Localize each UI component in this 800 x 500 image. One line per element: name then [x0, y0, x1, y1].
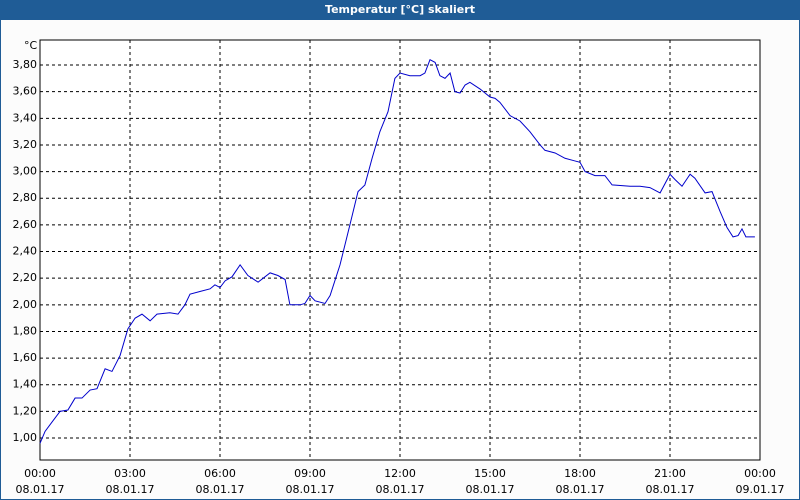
y-tick-label: 1,00: [13, 431, 38, 444]
x-tick-label: 09:00: [294, 467, 326, 480]
x-tick-label: 08.01.17: [646, 483, 695, 496]
y-tick-label: 1,20: [13, 404, 38, 417]
x-tick-label: 08.01.17: [556, 483, 605, 496]
x-tick-label: 21:00: [654, 467, 686, 480]
x-tick-label: 06:00: [204, 467, 236, 480]
x-tick-label: 09.01.17: [736, 483, 785, 496]
x-tick-label: 00:00: [744, 467, 776, 480]
y-tick-label: 3,80: [13, 58, 38, 71]
y-tick-label: 1,80: [13, 324, 38, 337]
y-tick-label: 3,20: [13, 138, 38, 151]
y-tick-label: 1,40: [13, 378, 38, 391]
y-tick-label: 2,40: [13, 245, 38, 258]
y-tick-label: 1,60: [13, 351, 38, 364]
x-tick-label: 08.01.17: [466, 483, 515, 496]
x-tick-label: 08.01.17: [196, 483, 245, 496]
x-tick-label: 15:00: [474, 467, 506, 480]
temperature-line: [39, 59, 755, 444]
x-tick-label: 18:00: [564, 467, 596, 480]
x-tick-label: 08.01.17: [16, 483, 65, 496]
chart-title: Temperatur [°C] skaliert: [325, 3, 475, 16]
y-tick-label: 3,00: [13, 165, 38, 178]
x-tick-label: 12:00: [384, 467, 416, 480]
x-tick-label: 03:00: [114, 467, 146, 480]
y-tick-label: 3,40: [13, 111, 38, 124]
x-tick-label: 08.01.17: [286, 483, 335, 496]
y-unit: °C: [24, 39, 38, 52]
x-tick-label: 08.01.17: [106, 483, 155, 496]
y-tick-label: 2,80: [13, 191, 38, 204]
y-tick-label: 2,20: [13, 271, 38, 284]
x-tick-label: 00:00: [24, 467, 56, 480]
y-tick-label: 2,00: [13, 298, 38, 311]
title-bar: [0, 0, 800, 20]
y-tick-label: 3,60: [13, 85, 38, 98]
x-tick-label: 08.01.17: [376, 483, 425, 496]
y-tick-label: 2,60: [13, 218, 38, 231]
